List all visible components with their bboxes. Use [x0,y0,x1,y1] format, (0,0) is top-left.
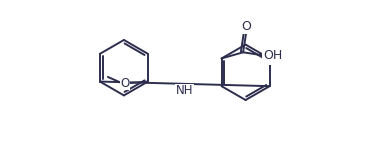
Text: OH: OH [263,49,282,62]
Text: N: N [264,51,273,64]
Text: NH: NH [176,84,194,97]
Text: O: O [241,20,251,33]
Text: O: O [120,77,130,90]
